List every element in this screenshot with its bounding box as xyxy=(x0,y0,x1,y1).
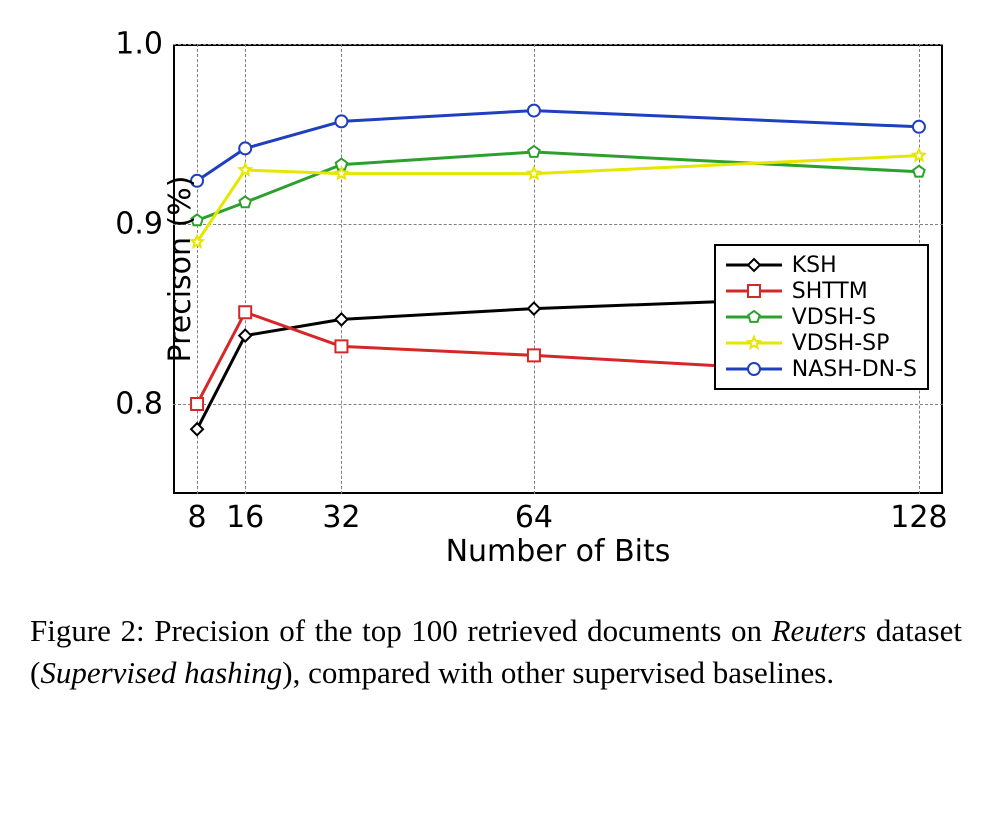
gridline-vertical xyxy=(245,44,246,494)
legend-label: SHTTM xyxy=(792,279,868,304)
x-axis-label: Number of Bits xyxy=(446,494,671,569)
x-tick-label: 32 xyxy=(322,494,360,535)
chart-plot-area: Precison (%) Number of Bits KSHSHTTMVDSH… xyxy=(173,44,943,494)
legend-row: KSH xyxy=(726,252,917,278)
x-tick-label: 64 xyxy=(515,494,553,535)
gridline-horizontal xyxy=(173,224,943,225)
legend-swatch xyxy=(726,281,782,301)
legend-label: VDSH-SP xyxy=(792,331,890,356)
y-tick-label: 1.0 xyxy=(115,27,173,62)
x-tick-label: 16 xyxy=(226,494,264,535)
gridline-horizontal xyxy=(173,44,943,45)
legend-swatch xyxy=(726,333,782,353)
page: Precison (%) Number of Bits KSHSHTTMVDSH… xyxy=(0,0,992,814)
diamond-marker-icon xyxy=(744,255,764,275)
legend-swatch xyxy=(726,359,782,379)
figure-caption: Figure 2: Precision of the top 100 retri… xyxy=(30,610,962,694)
legend-row: VDSH-S xyxy=(726,304,917,330)
gridline-vertical xyxy=(534,44,535,494)
pentagon-marker-icon xyxy=(744,307,764,327)
y-tick-label: 0.8 xyxy=(115,387,173,422)
y-tick-label: 0.9 xyxy=(115,207,173,242)
legend-label: VDSH-S xyxy=(792,305,876,330)
legend: KSHSHTTMVDSH-SVDSH-SPNASH-DN-S xyxy=(714,244,929,390)
x-tick-label: 128 xyxy=(890,494,947,535)
star-marker-icon xyxy=(744,333,764,353)
legend-row: SHTTM xyxy=(726,278,917,304)
x-tick-label: 8 xyxy=(188,494,207,535)
y-axis-label: Precison (%) xyxy=(163,176,198,363)
legend-label: KSH xyxy=(792,253,837,278)
legend-row: NASH-DN-S xyxy=(726,356,917,382)
legend-swatch xyxy=(726,255,782,275)
square-marker-icon xyxy=(744,281,764,301)
gridline-vertical xyxy=(341,44,342,494)
legend-label: NASH-DN-S xyxy=(792,357,917,382)
circle-marker-icon xyxy=(744,359,764,379)
legend-swatch xyxy=(726,307,782,327)
gridline-horizontal xyxy=(173,404,943,405)
legend-row: VDSH-SP xyxy=(726,330,917,356)
